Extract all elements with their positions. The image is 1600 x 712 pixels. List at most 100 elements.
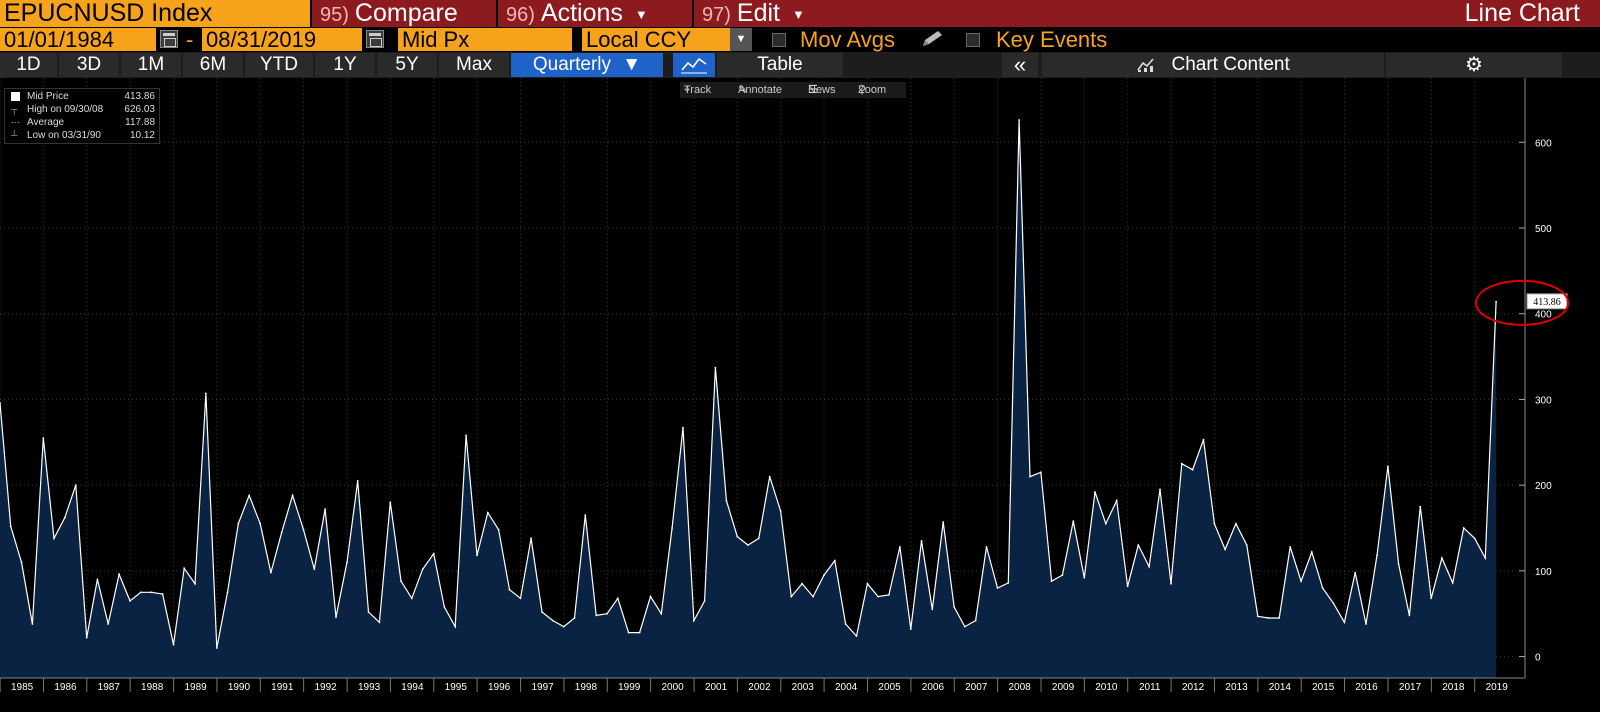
actions-button[interactable]: 96) Actions ▼ [496, 0, 692, 27]
data-point [855, 635, 858, 637]
y-tick-label: 0 [1535, 653, 1541, 664]
data-point [1419, 505, 1422, 508]
period-6m-button[interactable]: 6M [183, 53, 243, 77]
collapse-icon[interactable]: « [1002, 53, 1038, 77]
x-tick-label: 2008 [1008, 682, 1031, 693]
data-point [356, 480, 359, 482]
period-ytd-button[interactable]: YTD [245, 53, 313, 77]
data-point [183, 567, 186, 570]
data-point [9, 525, 12, 528]
start-date-field[interactable]: 01/01/1984 [0, 28, 156, 51]
period-1y-button[interactable]: 1Y [315, 53, 375, 77]
x-tick-label: 1992 [315, 682, 338, 693]
data-point [985, 546, 988, 548]
legend-average-row: -·- Average 117.88 [5, 116, 161, 129]
mov-avgs-checkbox[interactable] [772, 33, 786, 47]
period-max-button[interactable]: Max [439, 53, 509, 77]
currency-select[interactable]: Local CCY [582, 28, 730, 51]
end-date-field[interactable]: 08/31/2019 [202, 28, 362, 51]
zoom-label: Zoom [858, 84, 887, 96]
data-point [877, 595, 879, 598]
x-tick-label: 1993 [358, 682, 381, 693]
data-point [584, 514, 587, 516]
data-point [1126, 585, 1129, 588]
x-tick-label: 2001 [705, 682, 728, 693]
security-ticker[interactable]: EPUCNUSD Index [0, 0, 310, 27]
line-chart-icon[interactable] [673, 53, 715, 77]
price-field-select[interactable]: Mid Px [398, 28, 572, 51]
data-point [1018, 119, 1020, 121]
period-1d-button[interactable]: 1D [0, 53, 57, 77]
data-point [1387, 465, 1389, 468]
x-tick-label: 2012 [1182, 682, 1205, 693]
data-point [1202, 438, 1205, 441]
legend-high-value: 626.03 [124, 104, 155, 115]
x-tick-label: 1991 [271, 682, 294, 693]
actions-label: Actions [540, 0, 623, 27]
data-point [20, 561, 23, 564]
line-chart[interactable]: 0 100 200 300 400 500 600 1985 1986 1987 1988 1989 1… [0, 78, 1600, 712]
period-1m-button[interactable]: 1M [121, 53, 181, 77]
data-point [432, 552, 435, 555]
last-value-label: 413.86 [1526, 293, 1568, 310]
compare-number: 95) [320, 4, 349, 26]
data-point [1473, 537, 1476, 540]
legend-swatch-icon [11, 92, 20, 101]
x-axis-band [0, 678, 1600, 712]
data-point [1397, 563, 1400, 565]
data-point [1267, 617, 1270, 619]
data-point [616, 597, 619, 600]
legend-average-label: Average [27, 117, 65, 128]
x-tick-label: 2007 [965, 682, 988, 693]
data-point [96, 578, 99, 581]
data-point [1224, 548, 1226, 551]
pencil-icon[interactable] [920, 29, 946, 54]
data-point [682, 426, 684, 429]
x-tick-label: 2011 [1139, 682, 1161, 693]
data-point [129, 600, 131, 602]
data-point [552, 619, 554, 622]
mov-avgs-label: Mov Avgs [800, 27, 895, 52]
data-point [270, 571, 272, 574]
chart-content-label: Chart Content [1171, 54, 1290, 75]
legend-series-row[interactable]: Mid Price 413.86 [5, 90, 161, 103]
data-point [172, 643, 175, 646]
data-point [313, 568, 316, 570]
data-point [1278, 617, 1281, 619]
x-tick-label: 2017 [1399, 682, 1422, 693]
annotation-circle [1475, 279, 1569, 326]
data-point [768, 475, 771, 478]
chart-content-button[interactable]: Chart Content [1042, 53, 1384, 77]
edit-button[interactable]: 97) Edit ▼ [692, 0, 838, 27]
chart-area[interactable]: 0 100 200 300 400 500 600 1985 1986 1987 1988 1989 1… [0, 78, 1600, 712]
key-events-checkbox[interactable] [966, 33, 980, 47]
settings-gear-icon[interactable]: ⚙ [1386, 53, 1562, 77]
start-calendar-icon[interactable] [160, 30, 178, 48]
data-point [1191, 468, 1194, 471]
data-point [1170, 582, 1172, 585]
data-point [638, 631, 641, 634]
x-tick-label: 1985 [11, 682, 34, 693]
data-point [595, 614, 598, 617]
x-tick-label: 2004 [835, 682, 858, 693]
last-value-text: 413.86 [1533, 297, 1561, 308]
end-calendar-icon[interactable] [366, 30, 384, 48]
x-tick-label: 1990 [228, 682, 251, 693]
period-3d-button[interactable]: 3D [59, 53, 119, 77]
data-point [443, 606, 446, 608]
data-point [1083, 576, 1086, 579]
chart-legend[interactable]: Mid Price 413.86 ┬ High on 09/30/08 626.… [4, 88, 160, 144]
data-point [194, 582, 196, 585]
data-point [302, 528, 305, 531]
data-point [953, 606, 955, 608]
x-tick-label: 2014 [1269, 682, 1292, 693]
table-button[interactable]: Table [717, 53, 843, 77]
data-point [1245, 544, 1248, 546]
data-point [1376, 554, 1378, 557]
data-point [812, 595, 814, 598]
period-5y-button[interactable]: 5Y [377, 53, 437, 77]
frequency-caret-icon: ▼ [622, 54, 642, 75]
frequency-select[interactable]: Quarterly ▼ [511, 53, 663, 77]
currency-dropdown-icon[interactable]: ▼ [730, 28, 752, 51]
compare-button[interactable]: 95) Compare [310, 0, 496, 27]
